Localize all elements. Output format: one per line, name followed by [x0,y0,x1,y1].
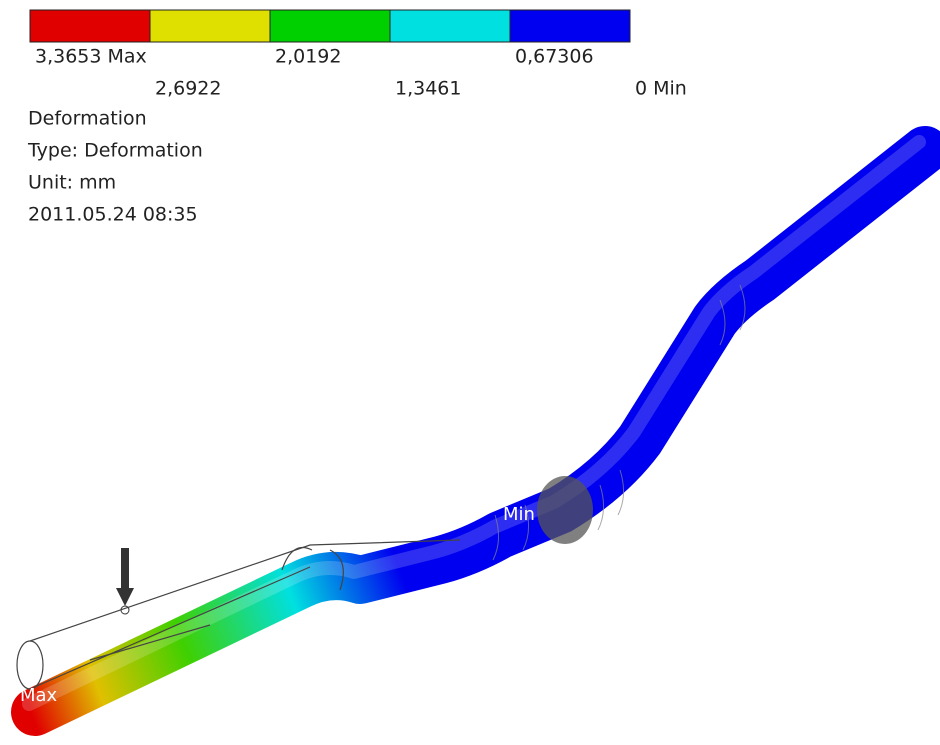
legend-label: 0 Min [635,78,687,100]
load-arrow [116,548,134,614]
info-line: Type: Deformation [27,140,203,162]
legend-label: 2,6922 [155,78,221,100]
info-line: Unit: mm [28,172,116,194]
legend-label: 1,3461 [395,78,461,100]
legend-swatch [270,10,390,42]
pipe-highlight [29,142,919,704]
legend-label: 2,0192 [275,46,341,68]
max-marker: Max [20,685,58,706]
legend-swatch [390,10,510,42]
viewport: 3,3653 Max 2,0192 0,67306 2,6922 1,3461 0 Min… [0,0,940,745]
mesh-patch [537,476,593,544]
legend-swatch [30,10,150,42]
pipe [29,142,925,712]
legend-swatch [510,10,630,42]
info-line: Deformation [28,108,147,130]
info-line: 2011.05.24 08:35 [28,204,198,226]
legend: 3,3653 Max 2,0192 0,67306 2,6922 1,3461 0 Min [30,10,687,100]
legend-swatch [150,10,270,42]
min-marker: Min [503,504,535,525]
info-block: Deformation Type: Deformation Unit: mm 2011… [27,108,203,226]
legend-label: 0,67306 [515,46,594,68]
legend-label: 3,3653 Max [35,46,147,68]
